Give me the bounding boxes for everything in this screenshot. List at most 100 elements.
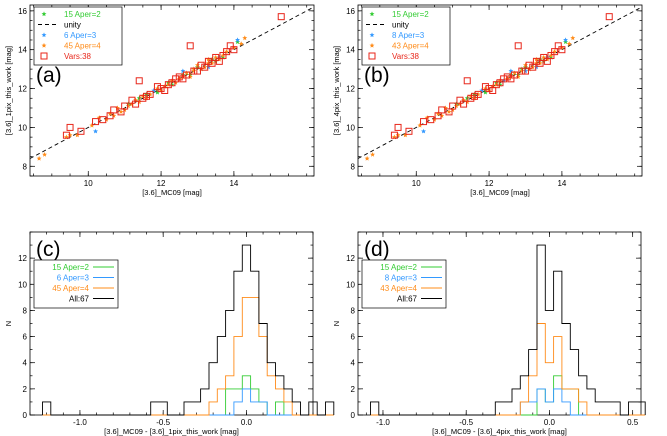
y-axis-label: N: [4, 321, 13, 326]
star-point: [213, 58, 219, 64]
x-tick-label: 14: [557, 179, 566, 188]
var-square-point: [558, 46, 566, 54]
star-point: [205, 56, 211, 62]
x-axis-label: [3.6]_MC09 - [3.6]_4pix_this_work [mag]: [432, 427, 567, 436]
star-point: [508, 74, 514, 79]
var-square-point: [394, 123, 402, 131]
legend-square-icon: [368, 52, 376, 60]
star-point: [479, 87, 485, 93]
star-point: [136, 99, 142, 105]
star-point: [439, 113, 445, 118]
star-point: [497, 78, 503, 83]
star-point: [552, 49, 558, 54]
y-tick-label: 14: [18, 46, 27, 55]
var-square-point: [434, 112, 442, 120]
var-square-point: [62, 131, 70, 139]
var-square-point: [405, 127, 413, 135]
star-point: [205, 60, 211, 66]
star-point: [93, 128, 98, 134]
star-point: [541, 54, 547, 60]
legend-square-icon: [40, 52, 48, 60]
y-tick-label: 0: [351, 411, 356, 420]
star-point: [453, 103, 459, 109]
var-square-point: [215, 57, 223, 65]
y-tick-label: 10: [346, 280, 355, 289]
var-square-point: [193, 67, 201, 75]
x-tick-label: 10: [84, 179, 93, 188]
star-point: [202, 64, 208, 70]
legend-box: [361, 6, 451, 66]
var-square-point: [135, 77, 143, 85]
legend-star-icon: [369, 42, 375, 48]
legend-label: unity: [64, 21, 81, 30]
x-tick-label: 0.5: [627, 418, 639, 427]
star-point: [187, 74, 193, 79]
legend-label: 15 Aper=2: [64, 10, 101, 19]
star-point: [122, 107, 128, 112]
star-point: [114, 105, 120, 111]
x-tick-label: 0.0: [544, 418, 556, 427]
legend-label: Vars:38: [64, 52, 92, 61]
var-square-point: [128, 96, 136, 104]
star-point: [450, 107, 456, 112]
star-point: [533, 60, 539, 66]
legend-star-icon: [41, 32, 47, 38]
star-point: [519, 68, 525, 74]
var-square-point: [106, 112, 114, 120]
star-point: [523, 68, 528, 74]
var-square-point: [463, 77, 471, 85]
star-point: [238, 41, 244, 46]
var-square-point: [110, 106, 118, 114]
star-point: [533, 56, 539, 62]
var-square-point: [471, 92, 479, 100]
star-point: [169, 78, 175, 83]
legend-label: 8 Aper=3: [385, 274, 418, 283]
star-point: [191, 66, 197, 72]
star-point: [176, 76, 182, 81]
y-tick-label: 4: [351, 359, 356, 368]
legend-label: All:67: [397, 295, 418, 304]
var-square-point: [121, 102, 129, 110]
star-point: [566, 41, 572, 46]
histogram-panel-d: -1.0 -0.5 0.0 0.5 0 2 4 6 8 10 12 [3.6]_MC09 - [3.6…: [332, 231, 646, 436]
y-tick-label: 4: [23, 359, 28, 368]
star-point: [559, 45, 565, 50]
star-point: [144, 95, 149, 101]
plot-frame: [29, 231, 314, 416]
var-square-point: [543, 57, 551, 65]
var-square-point: [168, 79, 176, 87]
star-point: [421, 128, 426, 134]
var-square-point: [492, 81, 500, 89]
histogram-series-15-aper-2: [370, 375, 646, 416]
panel-label: (c): [36, 238, 61, 261]
var-square-point: [536, 59, 544, 67]
var-square-point: [427, 116, 435, 124]
var-square-point: [190, 67, 198, 75]
star-point: [475, 91, 481, 97]
star-point: [461, 97, 467, 103]
star-point: [402, 132, 408, 138]
y-tick-label: 12: [346, 254, 355, 263]
histogram-panel-c: -1.0 -0.5 0.0 0 2 4 6 8 10 12 [3.6]_MC09 - [3.6]_1…: [4, 231, 335, 436]
var-square-point: [605, 13, 613, 21]
star-point: [162, 84, 168, 89]
star-point: [570, 35, 576, 41]
legend-star-icon: [41, 11, 47, 17]
var-square-point: [532, 57, 540, 65]
var-square-point: [99, 116, 107, 124]
star-point: [435, 111, 441, 116]
y-tick-label: 2: [351, 385, 356, 394]
star-point: [497, 82, 503, 87]
var-square-point: [139, 94, 147, 102]
legend-label: 15 Aper=2: [392, 10, 429, 19]
var-square-point: [161, 87, 169, 94]
star-point: [180, 68, 186, 74]
star-point: [191, 68, 197, 74]
histogram-series-all-67: [370, 244, 646, 416]
star-point: [523, 64, 528, 70]
star-point: [490, 84, 496, 89]
var-square-point: [219, 52, 227, 60]
star-point: [242, 35, 248, 41]
var-square-point: [445, 108, 453, 116]
